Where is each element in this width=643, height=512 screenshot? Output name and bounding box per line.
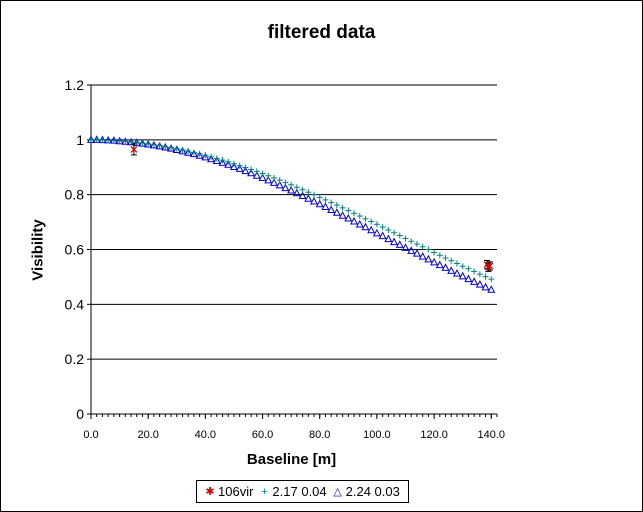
triangle-point <box>430 257 439 266</box>
triangle-point <box>309 196 319 205</box>
legend-label-224: 2.24 0.03 <box>345 484 400 499</box>
triangle-point <box>464 274 473 283</box>
triangle-point <box>372 228 381 237</box>
legend: ✱ 106vir + 2.17 0.04 △ 2.24 0.03 <box>196 480 409 503</box>
triangle-point <box>207 154 216 163</box>
legend-label-217: 2.17 0.04 <box>272 484 327 499</box>
triangle-point <box>292 188 301 197</box>
legend-plus-icon: + <box>261 485 268 498</box>
triangle-point <box>224 160 233 168</box>
x-axis-label-text: Baseline [m] <box>246 451 337 468</box>
legend-item-217: + 2.17 0.04 <box>259 484 326 499</box>
chart-title: filtered data <box>267 22 376 43</box>
triangle-point <box>247 168 256 177</box>
triangle-point <box>287 185 296 194</box>
legend-item-224: △ 2.24 0.03 <box>333 484 400 499</box>
triangle-point <box>167 144 176 152</box>
x-tick-label: 120.0 <box>420 429 448 441</box>
triangle-point <box>481 282 490 291</box>
triangle-point <box>458 271 467 280</box>
triangle-point <box>361 222 370 231</box>
triangle-point <box>395 240 404 248</box>
triangle-point <box>229 162 238 170</box>
x-tick-label: 60.0 <box>252 429 273 441</box>
triangle-point <box>487 285 496 293</box>
triangle-point <box>321 202 330 211</box>
y-tick-label: 1 <box>76 132 84 148</box>
x-tick-label: 100.0 <box>363 429 391 441</box>
legend-label-106vir: 106vir <box>218 484 254 499</box>
triangle-point <box>447 266 456 274</box>
triangle-point <box>412 249 421 257</box>
triangle-point <box>315 199 324 208</box>
triangle-point <box>252 171 261 179</box>
triangle-point <box>281 183 290 192</box>
triangle-point <box>401 243 410 251</box>
triangle-point <box>355 219 364 228</box>
x-tick-label: 80.0 <box>309 429 330 441</box>
triangle-point <box>350 216 359 225</box>
triangle-point <box>178 146 187 155</box>
triangle-point <box>407 246 416 254</box>
y-tick-label: 0.8 <box>65 187 85 203</box>
y-tick-label: 0.2 <box>65 351 85 367</box>
triangle-point <box>390 237 399 246</box>
triangle-point <box>189 149 198 158</box>
x-tick-label: 40.0 <box>195 429 216 441</box>
triangle-point <box>470 277 479 285</box>
triangle-point <box>338 211 347 219</box>
legend-triangle-icon: △ <box>333 486 342 498</box>
triangle-point <box>452 269 462 277</box>
x-axis-label: Baseline [m] <box>0 451 583 468</box>
triangle-point <box>241 166 250 175</box>
x-tick-label: 20.0 <box>137 429 158 441</box>
legend-star-icon: ✱ <box>205 486 215 498</box>
triangle-point <box>195 151 204 159</box>
x-tick-label: 140.0 <box>478 429 506 441</box>
triangle-point <box>172 145 181 153</box>
triangle-point <box>384 234 393 243</box>
triangle-point <box>184 148 193 156</box>
y-tick-label: 0.4 <box>65 296 85 312</box>
triangle-point <box>344 213 353 222</box>
triangle-point <box>275 180 284 189</box>
triangle-point <box>475 280 484 288</box>
triangle-point <box>212 156 221 164</box>
triangle-point <box>269 178 279 186</box>
triangle-point <box>424 254 433 263</box>
triangle-point <box>327 205 336 214</box>
triangle-point <box>441 263 450 271</box>
triangle-point <box>298 191 307 200</box>
triangle-point <box>304 194 313 202</box>
triangle-point <box>235 164 244 172</box>
x-tick-label: 0.0 <box>83 429 98 441</box>
triangle-point <box>378 231 387 240</box>
triangle-point <box>435 260 444 269</box>
triangle-point <box>264 175 273 184</box>
triangle-point <box>201 152 210 161</box>
y-tick-label: 0 <box>76 406 84 422</box>
triangle-point <box>332 208 341 216</box>
legend-item-106vir: ✱ 106vir <box>205 484 253 499</box>
y-tick-label: 0.6 <box>65 242 85 258</box>
triangle-point <box>258 173 267 181</box>
y-tick-label: 1.2 <box>65 77 85 93</box>
triangle-point <box>218 158 227 166</box>
triangle-point <box>367 225 376 234</box>
triangle-point <box>418 252 427 260</box>
